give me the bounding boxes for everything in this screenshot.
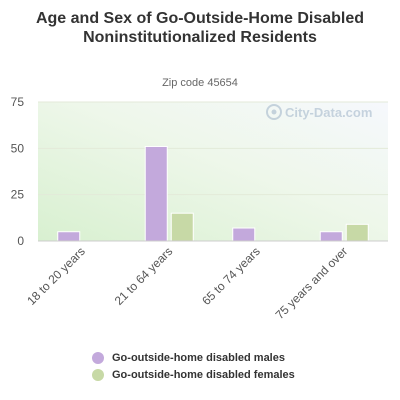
plot-area (38, 102, 388, 241)
legend-item-females: Go-outside-home disabled females (92, 367, 295, 382)
bar-males (57, 231, 81, 242)
watermark-text: City-Data.com (285, 105, 372, 120)
legend-swatch-females (92, 368, 104, 381)
legend: Go-outside-home disabled males Go-outsid… (92, 350, 295, 384)
bar-males (319, 231, 343, 242)
y-tick-label: 50 (11, 141, 25, 155)
y-tick-label: 75 (11, 95, 25, 109)
x-tick-label: 21 to 64 years (112, 244, 176, 308)
y-tick-label: 0 (17, 234, 24, 248)
bar-males (232, 227, 256, 242)
watermark: City-Data.com (266, 104, 372, 120)
bar-females (170, 212, 194, 242)
bars (57, 145, 369, 242)
grid-lines (38, 101, 388, 196)
legend-swatch-males (92, 351, 104, 364)
watermark-icon (266, 104, 282, 120)
y-tick-label: 25 (11, 188, 25, 202)
x-axis: 18 to 20 years 21 to 64 years 65 to 74 yea… (24, 244, 350, 322)
x-tick-label: 75 years and over (273, 244, 351, 322)
chart-title: Age and Sex of Go-Outside-Home Disabled … (35, 10, 365, 46)
chart-subtitle: Zip code 45654 (162, 77, 238, 89)
legend-label-females: Go-outside-home disabled females (112, 368, 295, 381)
y-axis: 0 25 50 75 (11, 95, 25, 248)
legend-item-males: Go-outside-home disabled males (92, 350, 295, 365)
bar-males (144, 145, 168, 242)
x-tick-label: 18 to 20 years (24, 244, 88, 308)
legend-label-males: Go-outside-home disabled males (112, 351, 285, 364)
bar-females (345, 223, 369, 242)
x-tick-label: 65 to 74 years (199, 244, 263, 308)
